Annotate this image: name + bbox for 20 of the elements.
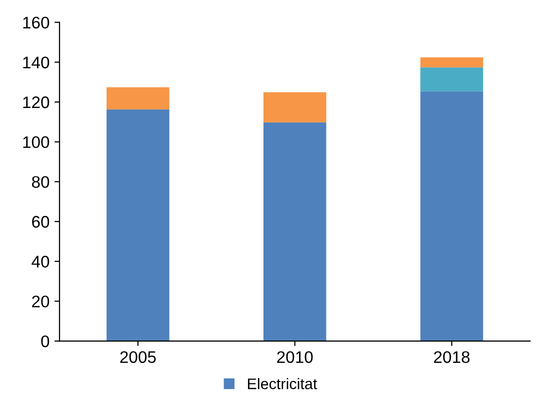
bar <box>420 57 484 68</box>
y-tick-label: 120 <box>23 96 50 108</box>
x-tick-label: 2010 <box>277 351 313 364</box>
y-tick-label: 60 <box>32 216 50 228</box>
x-tick-label: 2018 <box>434 351 470 364</box>
x-tick-label: 2005 <box>120 351 156 364</box>
y-tick-label: 20 <box>32 296 50 308</box>
y-tick-label: 0 <box>41 335 50 348</box>
y-tick-label: 100 <box>23 136 50 148</box>
bar <box>420 91 484 342</box>
bar <box>420 67 484 92</box>
bar <box>106 109 170 342</box>
y-tick-label: 80 <box>32 176 50 188</box>
y-tick-label: 140 <box>23 56 50 68</box>
bar <box>106 87 170 110</box>
y-tick-label: 40 <box>32 256 50 268</box>
legend-label: Electricitat <box>248 378 318 390</box>
y-tick-label: 160 <box>23 16 50 29</box>
bar <box>263 122 326 342</box>
bar <box>263 92 326 122</box>
